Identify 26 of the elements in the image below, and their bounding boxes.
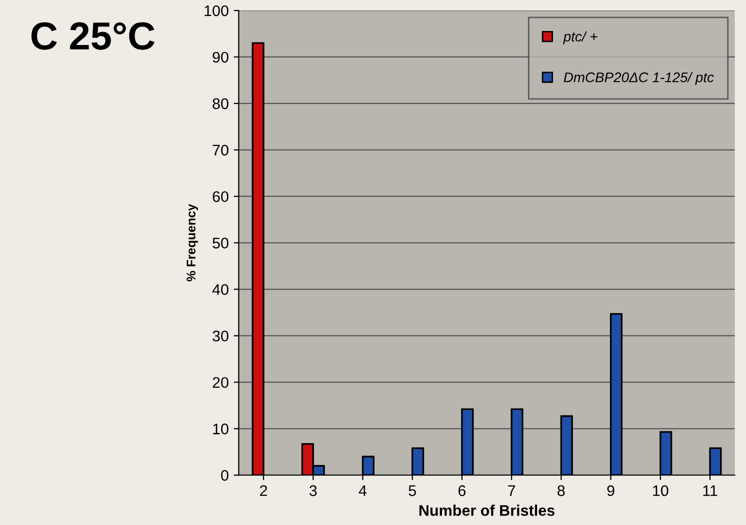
y-tick-label: 30 <box>212 330 228 342</box>
x-tick-label: 7 <box>508 485 516 496</box>
legend-label: ptc/ + <box>563 31 598 44</box>
y-tick-label: 60 <box>212 191 228 202</box>
y-tick-label: 80 <box>212 98 228 110</box>
x-tick-label: 9 <box>607 485 614 496</box>
y-tick-label: 50 <box>212 238 228 248</box>
x-tick-label: 2 <box>260 485 268 496</box>
y-tick-label: 0 <box>221 470 228 481</box>
x-tick-label: 11 <box>703 485 718 496</box>
y-tick-label: 10 <box>213 424 228 434</box>
x-axis-title: Number of Bristles <box>419 504 554 516</box>
y-tick-label: 100 <box>204 5 228 16</box>
x-tick-label: 3 <box>309 485 317 496</box>
y-tick-label: 20 <box>212 377 228 388</box>
x-tick-label: 4 <box>358 485 367 496</box>
y-axis-title: % Frequency <box>186 204 198 282</box>
y-tick-label: 40 <box>212 284 228 295</box>
x-tick-label: 5 <box>408 485 416 496</box>
y-tick-label: 90 <box>212 52 228 63</box>
x-tick-label: 6 <box>458 485 466 496</box>
x-tick-label: 10 <box>653 485 668 496</box>
legend-label: DmCBP20ΔC 1-125/ ptc <box>564 72 714 86</box>
x-tick-label: 8 <box>558 485 565 496</box>
y-tick-label: 70 <box>212 144 228 156</box>
chart-title: C 25°C <box>31 22 155 50</box>
